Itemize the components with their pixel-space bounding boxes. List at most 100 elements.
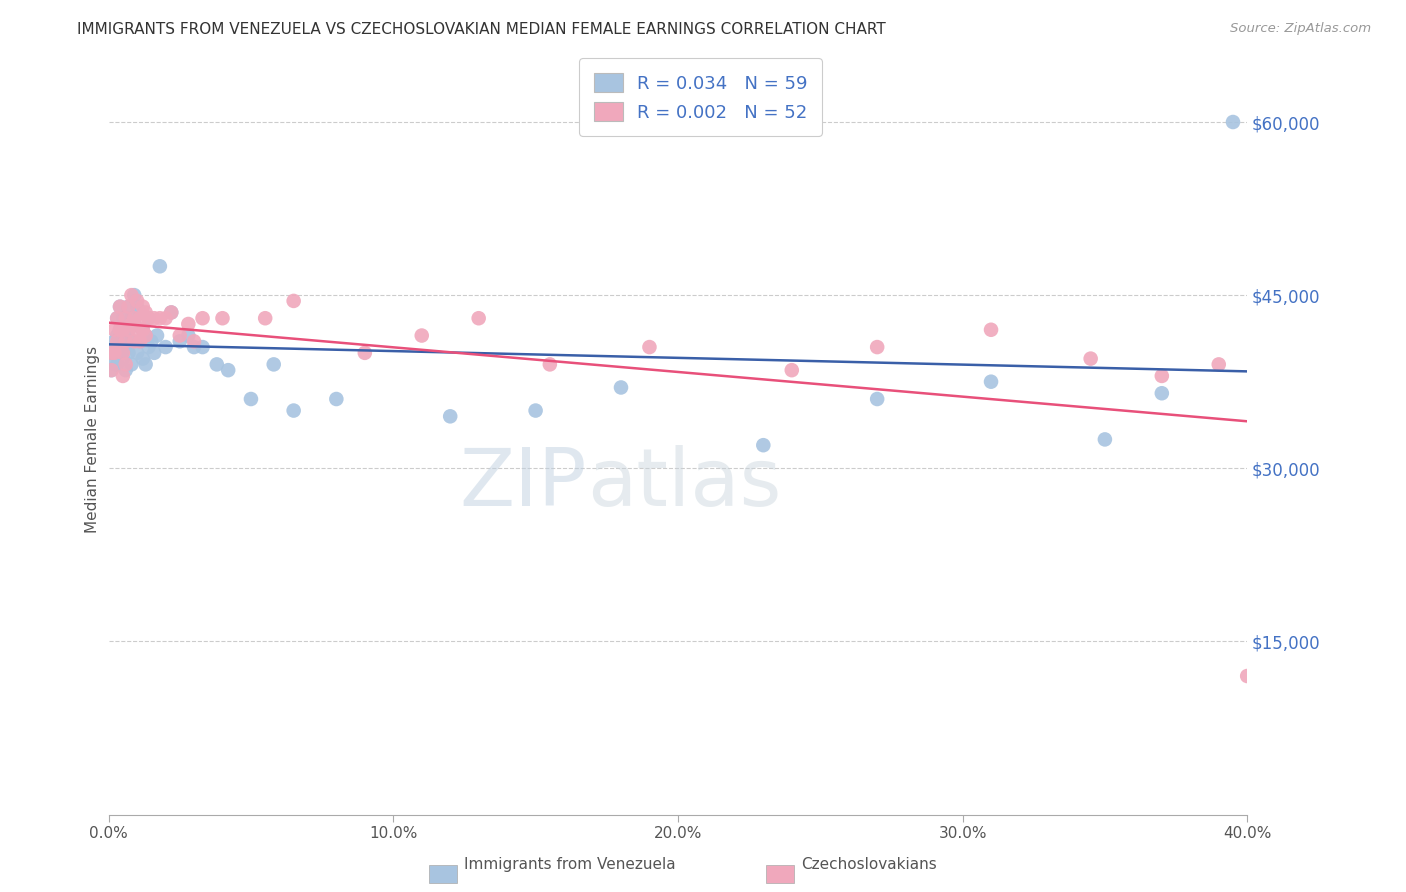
Point [135,328,157,343]
Point [146,328,169,343]
Point [114,358,136,372]
Point [108,323,131,337]
Point [120,317,142,331]
Point [122,317,145,331]
Point [129,334,152,349]
Point [111,346,134,360]
Point [467,311,489,326]
Point [103,346,125,360]
Point [129,334,152,349]
Text: Czechoslovakians: Czechoslovakians [801,857,938,872]
Point [283,293,305,308]
Point [752,438,775,452]
Point [120,288,142,302]
Point [155,311,177,326]
Point [155,340,177,354]
Point [866,392,889,406]
Point [105,358,128,372]
Point [111,334,134,349]
Point [135,305,157,319]
Point [127,300,149,314]
Point [122,288,145,302]
Point [114,334,136,349]
Y-axis label: Median Female Earnings: Median Female Earnings [86,346,100,533]
Point [135,328,157,343]
Point [439,409,461,424]
Point [132,351,155,366]
Point [143,346,166,360]
Point [353,346,375,360]
Point [780,363,803,377]
Point [127,346,149,360]
Point [160,305,183,319]
Point [980,375,1002,389]
Point [169,334,191,349]
Point [117,323,139,337]
Point [132,300,155,314]
Text: Source: ZipAtlas.com: Source: ZipAtlas.com [1230,22,1371,36]
Point [610,380,633,394]
Point [263,358,285,372]
Point [117,346,139,360]
Point [114,363,136,377]
Point [111,311,134,326]
Point [117,300,139,314]
Point [217,363,239,377]
Point [129,311,152,326]
Point [111,368,134,383]
Point [127,293,149,308]
Point [524,403,547,417]
Point [191,311,214,326]
Point [177,317,200,331]
Point [538,358,561,372]
Point [1222,115,1244,129]
Point [108,323,131,337]
Point [205,358,228,372]
Point [149,260,172,274]
Point [638,340,661,354]
Point [980,323,1002,337]
Point [100,363,122,377]
Point [105,311,128,326]
Point [108,346,131,360]
Point [105,311,128,326]
Point [138,311,160,326]
Point [1094,433,1116,447]
Point [132,323,155,337]
Point [117,300,139,314]
Point [183,340,205,354]
Point [866,340,889,354]
Point [103,323,125,337]
Point [135,358,157,372]
Point [191,340,214,354]
Point [254,311,277,326]
Point [120,311,142,326]
Point [122,334,145,349]
Point [129,305,152,319]
Point [103,358,125,372]
Text: ZIP: ZIP [460,445,586,524]
Point [111,323,134,337]
Point [111,351,134,366]
Point [211,311,233,326]
Point [114,311,136,326]
Text: Immigrants from Venezuela: Immigrants from Venezuela [464,857,676,872]
Point [141,334,163,349]
Point [239,392,262,406]
Point [100,346,122,360]
Point [143,311,166,326]
Text: IMMIGRANTS FROM VENEZUELA VS CZECHOSLOVAKIAN MEDIAN FEMALE EARNINGS CORRELATION : IMMIGRANTS FROM VENEZUELA VS CZECHOSLOVA… [77,22,886,37]
Point [1080,351,1102,366]
Point [120,334,142,349]
Point [114,323,136,337]
Point [100,346,122,360]
Point [132,323,155,337]
Legend: R = 0.034   N = 59, R = 0.002   N = 52: R = 0.034 N = 59, R = 0.002 N = 52 [579,58,823,136]
Point [138,311,160,326]
Point [183,334,205,349]
Point [103,334,125,349]
Point [1150,386,1173,401]
Point [108,300,131,314]
Point [160,305,183,319]
Point [1236,669,1258,683]
